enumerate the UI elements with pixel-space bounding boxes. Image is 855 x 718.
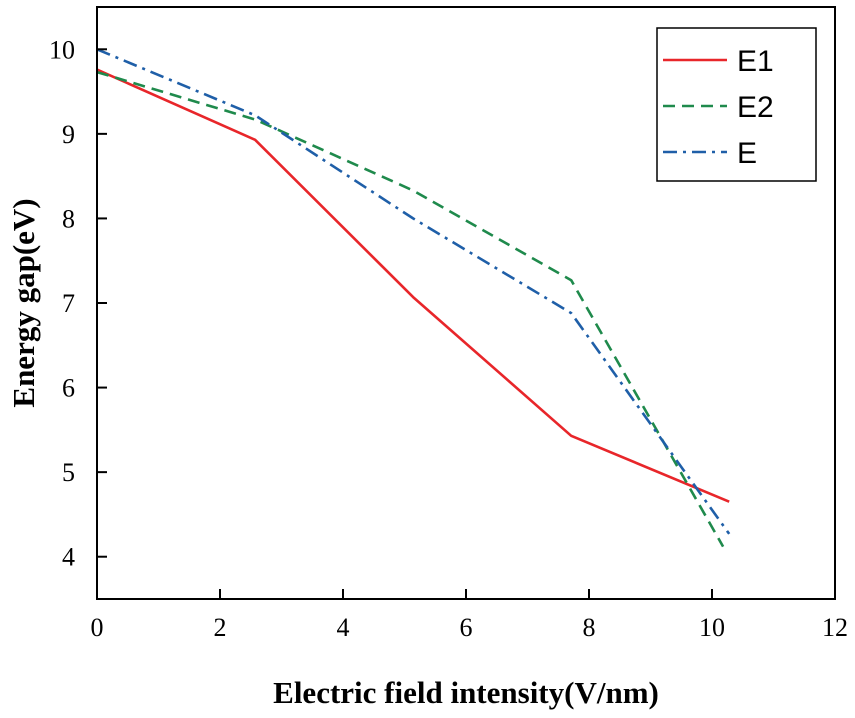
x-tick-label: 12	[822, 613, 848, 642]
series-group	[96, 48, 731, 548]
y-axis-ticks: 4 5 6 7 8 9 10	[49, 35, 107, 572]
series-line-e1	[96, 68, 730, 503]
x-tick-label: 8	[583, 613, 596, 642]
series-line-e2	[96, 70, 725, 548]
x-tick-label: 4	[337, 613, 350, 642]
legend-box	[656, 27, 817, 182]
y-tick-label: 4	[62, 543, 75, 572]
y-tick-label: 9	[62, 120, 75, 149]
y-tick-label: 10	[49, 35, 75, 64]
y-tick-label: 5	[62, 458, 75, 487]
x-axis-ticks: 0 2 4 6 8 10 12	[91, 589, 848, 642]
series-line-e	[96, 48, 731, 535]
x-tick-label: 0	[91, 613, 104, 642]
legend-label-e2: E2	[737, 91, 774, 124]
legend-label-e1: E1	[737, 45, 774, 78]
y-axis-title: Energy gap(eV)	[6, 198, 41, 407]
legend-label-e: E	[737, 137, 757, 170]
legend: E1 E2 E	[656, 27, 817, 182]
y-tick-label: 8	[62, 204, 75, 233]
x-axis-title: Electric field intensity(V/nm)	[273, 675, 659, 710]
x-tick-label: 10	[699, 613, 725, 642]
x-tick-label: 6	[460, 613, 473, 642]
y-tick-label: 7	[62, 289, 75, 318]
y-tick-label: 6	[62, 374, 75, 403]
x-tick-label: 2	[214, 613, 227, 642]
